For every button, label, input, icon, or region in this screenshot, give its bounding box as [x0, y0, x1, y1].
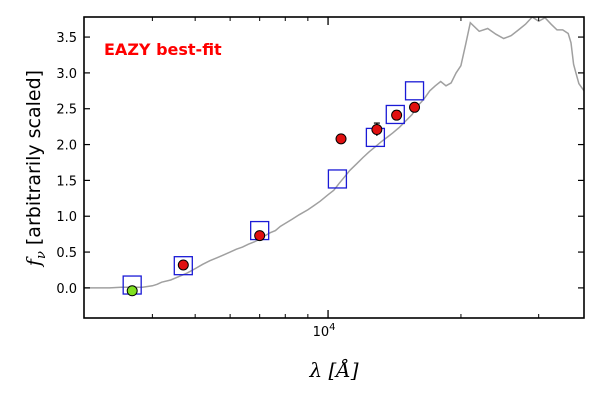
observed-point — [409, 101, 421, 113]
observed-point — [335, 133, 347, 145]
y-axis-subscript: ν — [34, 251, 49, 259]
y-tick-label: 2.5 — [56, 103, 77, 118]
plot-area — [84, 17, 584, 297]
y-tick-label: 3.5 — [56, 31, 77, 46]
observed-point-low — [126, 285, 138, 297]
x-axis-label: λ [Å] — [308, 357, 358, 382]
model-photometry-square — [385, 104, 405, 125]
y-tick-label: 3.0 — [56, 67, 77, 82]
model-photometry-square — [173, 256, 193, 276]
observed-point — [391, 109, 403, 121]
axes-frame — [83, 16, 585, 319]
observed-point — [177, 259, 189, 271]
observed-point — [254, 230, 266, 242]
x-tick-label: 104 — [313, 322, 336, 340]
y-tick-label: 1.0 — [56, 210, 77, 225]
model-sed-line — [84, 17, 584, 289]
x-axis-ticks: 104 — [151, 17, 540, 340]
y-tick-label: 0.0 — [56, 282, 77, 297]
y-axis-ticks: 0.0 0.5 1.0 1.5 2.0 2.5 3.0 3.5 — [56, 31, 584, 297]
y-axis-symbol: f — [23, 256, 45, 268]
y-tick-label: 1.5 — [56, 174, 77, 189]
plot-clip-group — [84, 17, 584, 297]
axes-border — [83, 16, 585, 319]
annotation-label: EAZY best-fit — [104, 40, 222, 59]
y-tick-label: 0.5 — [56, 246, 77, 261]
model-photometry-square — [327, 169, 348, 189]
observed-point — [371, 124, 383, 136]
y-axis-label: fν [arbitrarily scaled] — [23, 70, 49, 268]
y-tick-label: 2.0 — [56, 139, 77, 154]
y-axis-text: [arbitrarily scaled] — [23, 70, 45, 251]
model-photometry-square — [404, 81, 425, 101]
